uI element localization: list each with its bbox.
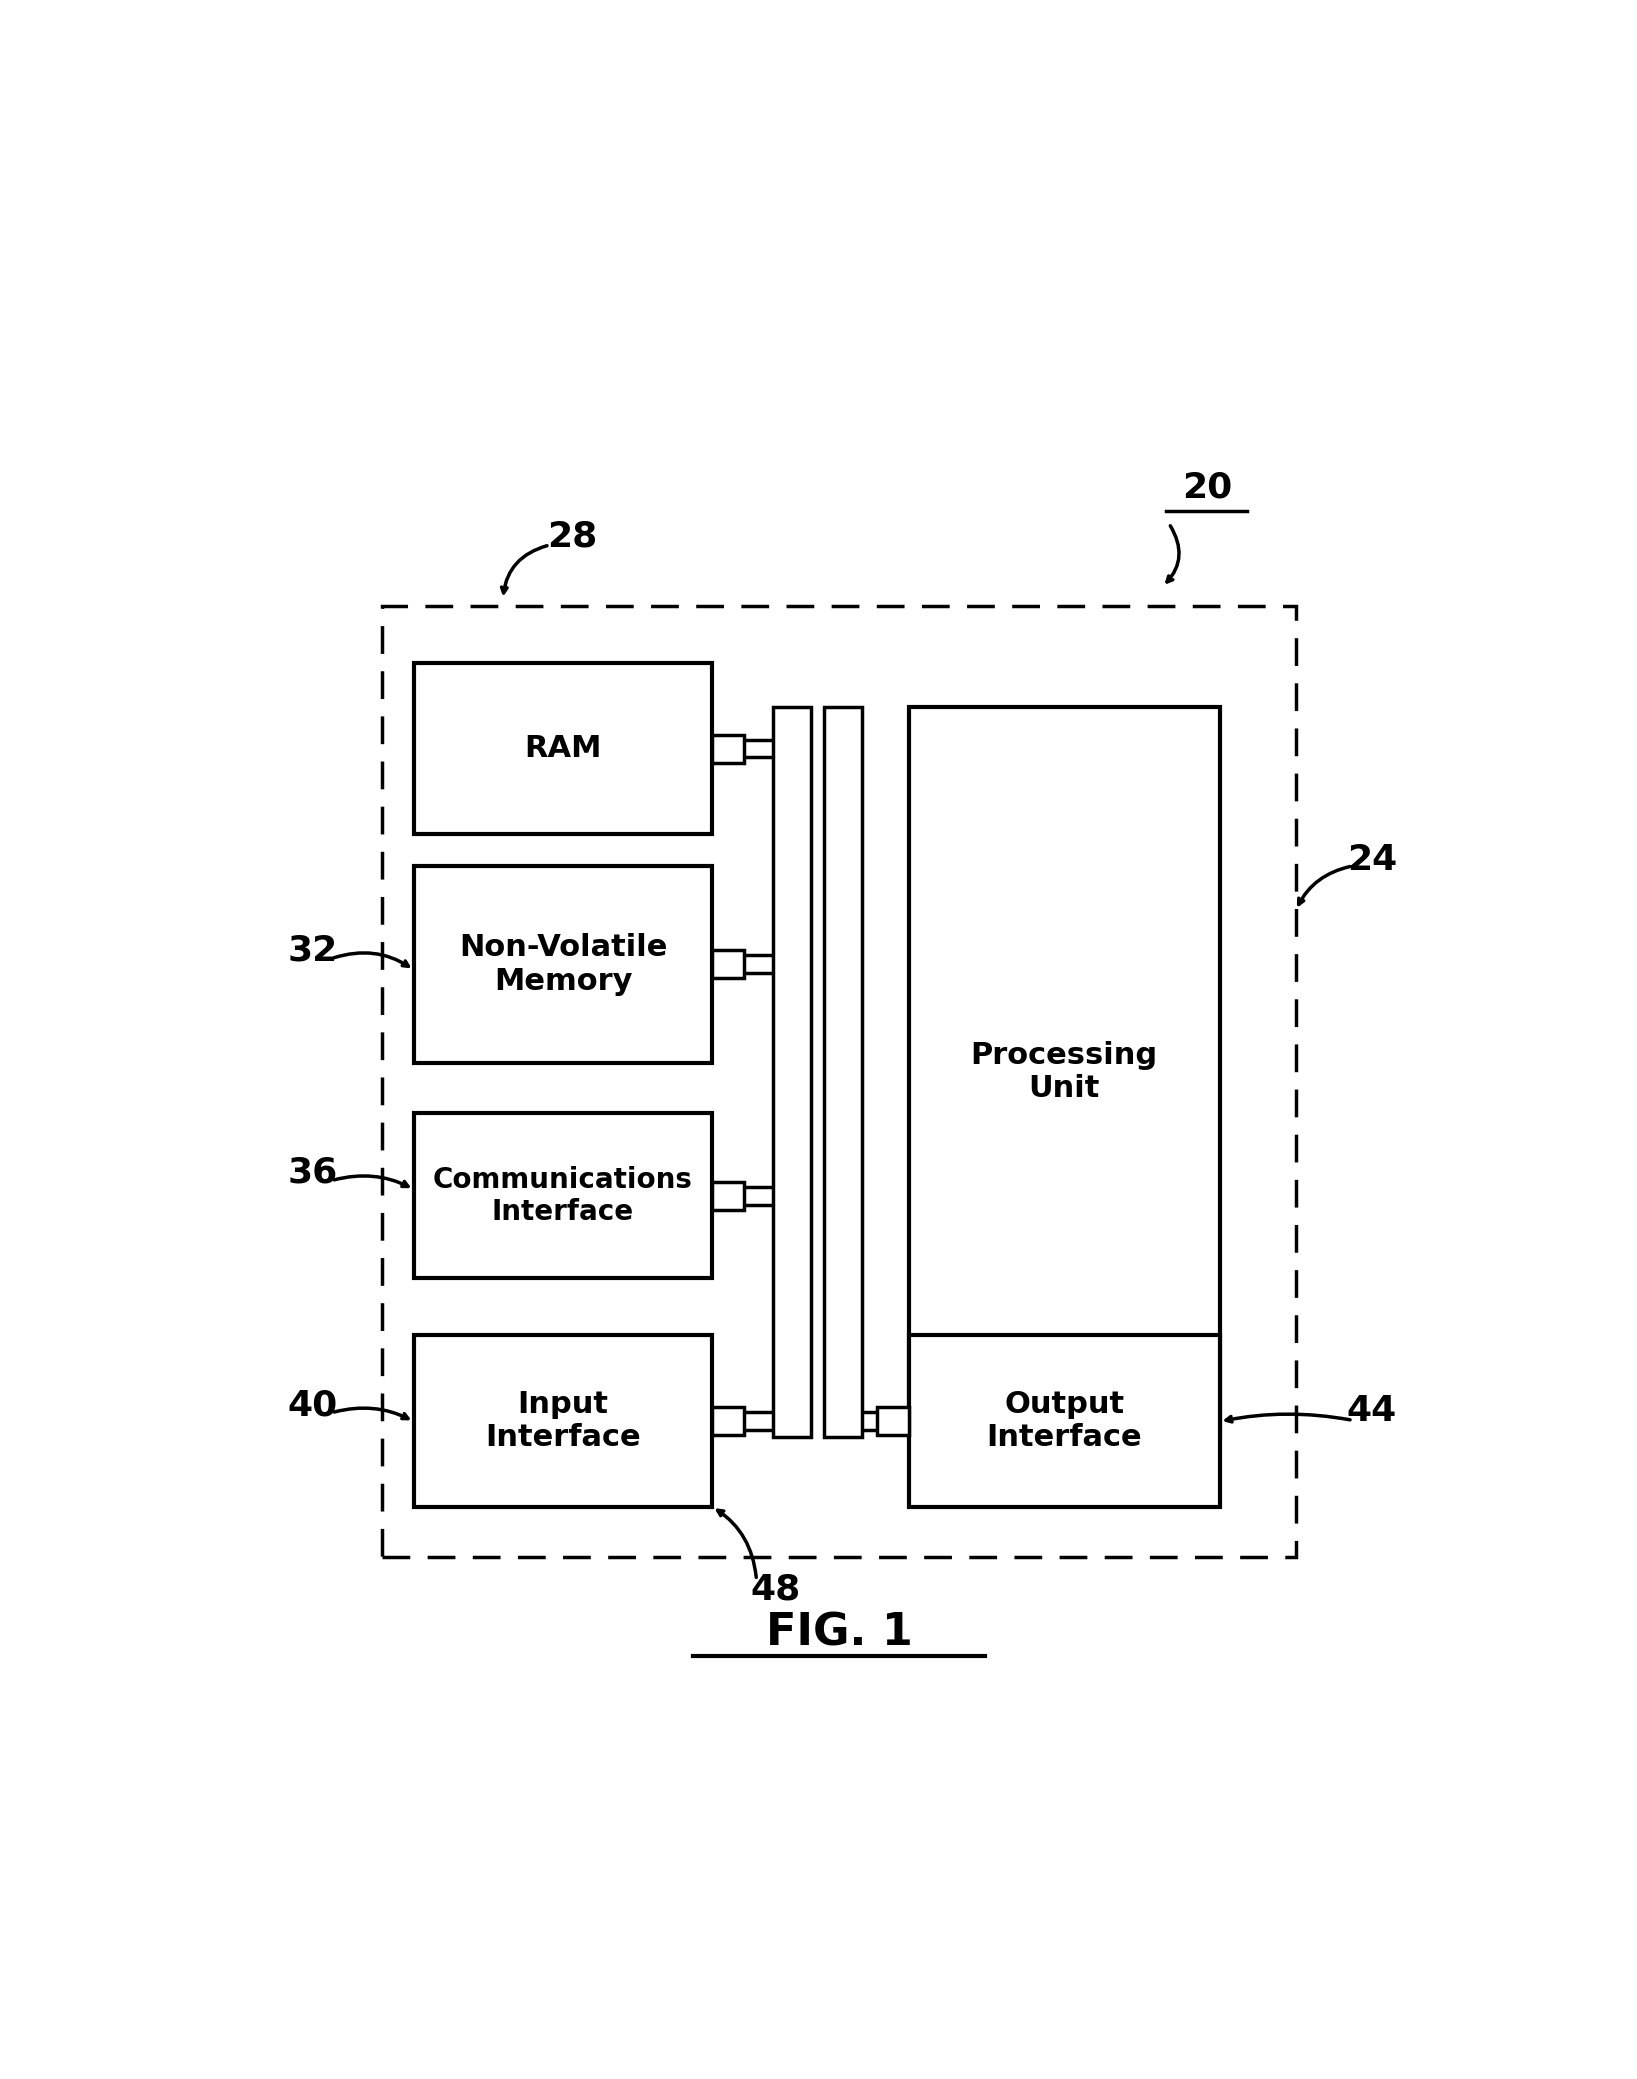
Text: 20: 20 (1182, 470, 1233, 505)
Text: Output
Interface: Output Interface (987, 1389, 1143, 1453)
Text: 24: 24 (1347, 842, 1396, 877)
Text: 48: 48 (750, 1572, 800, 1607)
Bar (877, 1407, 909, 1435)
Bar (712, 1407, 743, 1435)
Text: 44: 44 (1347, 1395, 1396, 1428)
Bar (383, 605, 1297, 1557)
Bar (909, 1335, 1220, 1507)
Bar (909, 707, 1220, 1437)
Bar (414, 1114, 712, 1279)
Bar (414, 867, 712, 1062)
Bar (712, 734, 743, 763)
Text: Input
Interface: Input Interface (485, 1389, 640, 1453)
Bar (414, 1335, 712, 1507)
Text: 32: 32 (288, 933, 337, 969)
Bar (712, 950, 743, 979)
Bar (773, 707, 810, 1437)
Text: RAM: RAM (524, 734, 602, 763)
Text: Non-Volatile
Memory: Non-Volatile Memory (458, 933, 668, 996)
Text: FIG. 1: FIG. 1 (766, 1611, 912, 1655)
Bar (823, 707, 861, 1437)
Text: 40: 40 (288, 1389, 337, 1422)
Text: 28: 28 (547, 520, 598, 553)
Text: 36: 36 (288, 1156, 337, 1189)
Bar (414, 663, 712, 834)
Bar (712, 1181, 743, 1210)
Text: Communications
Interface: Communications Interface (434, 1166, 692, 1227)
Text: Processing
Unit: Processing Unit (971, 1042, 1157, 1104)
